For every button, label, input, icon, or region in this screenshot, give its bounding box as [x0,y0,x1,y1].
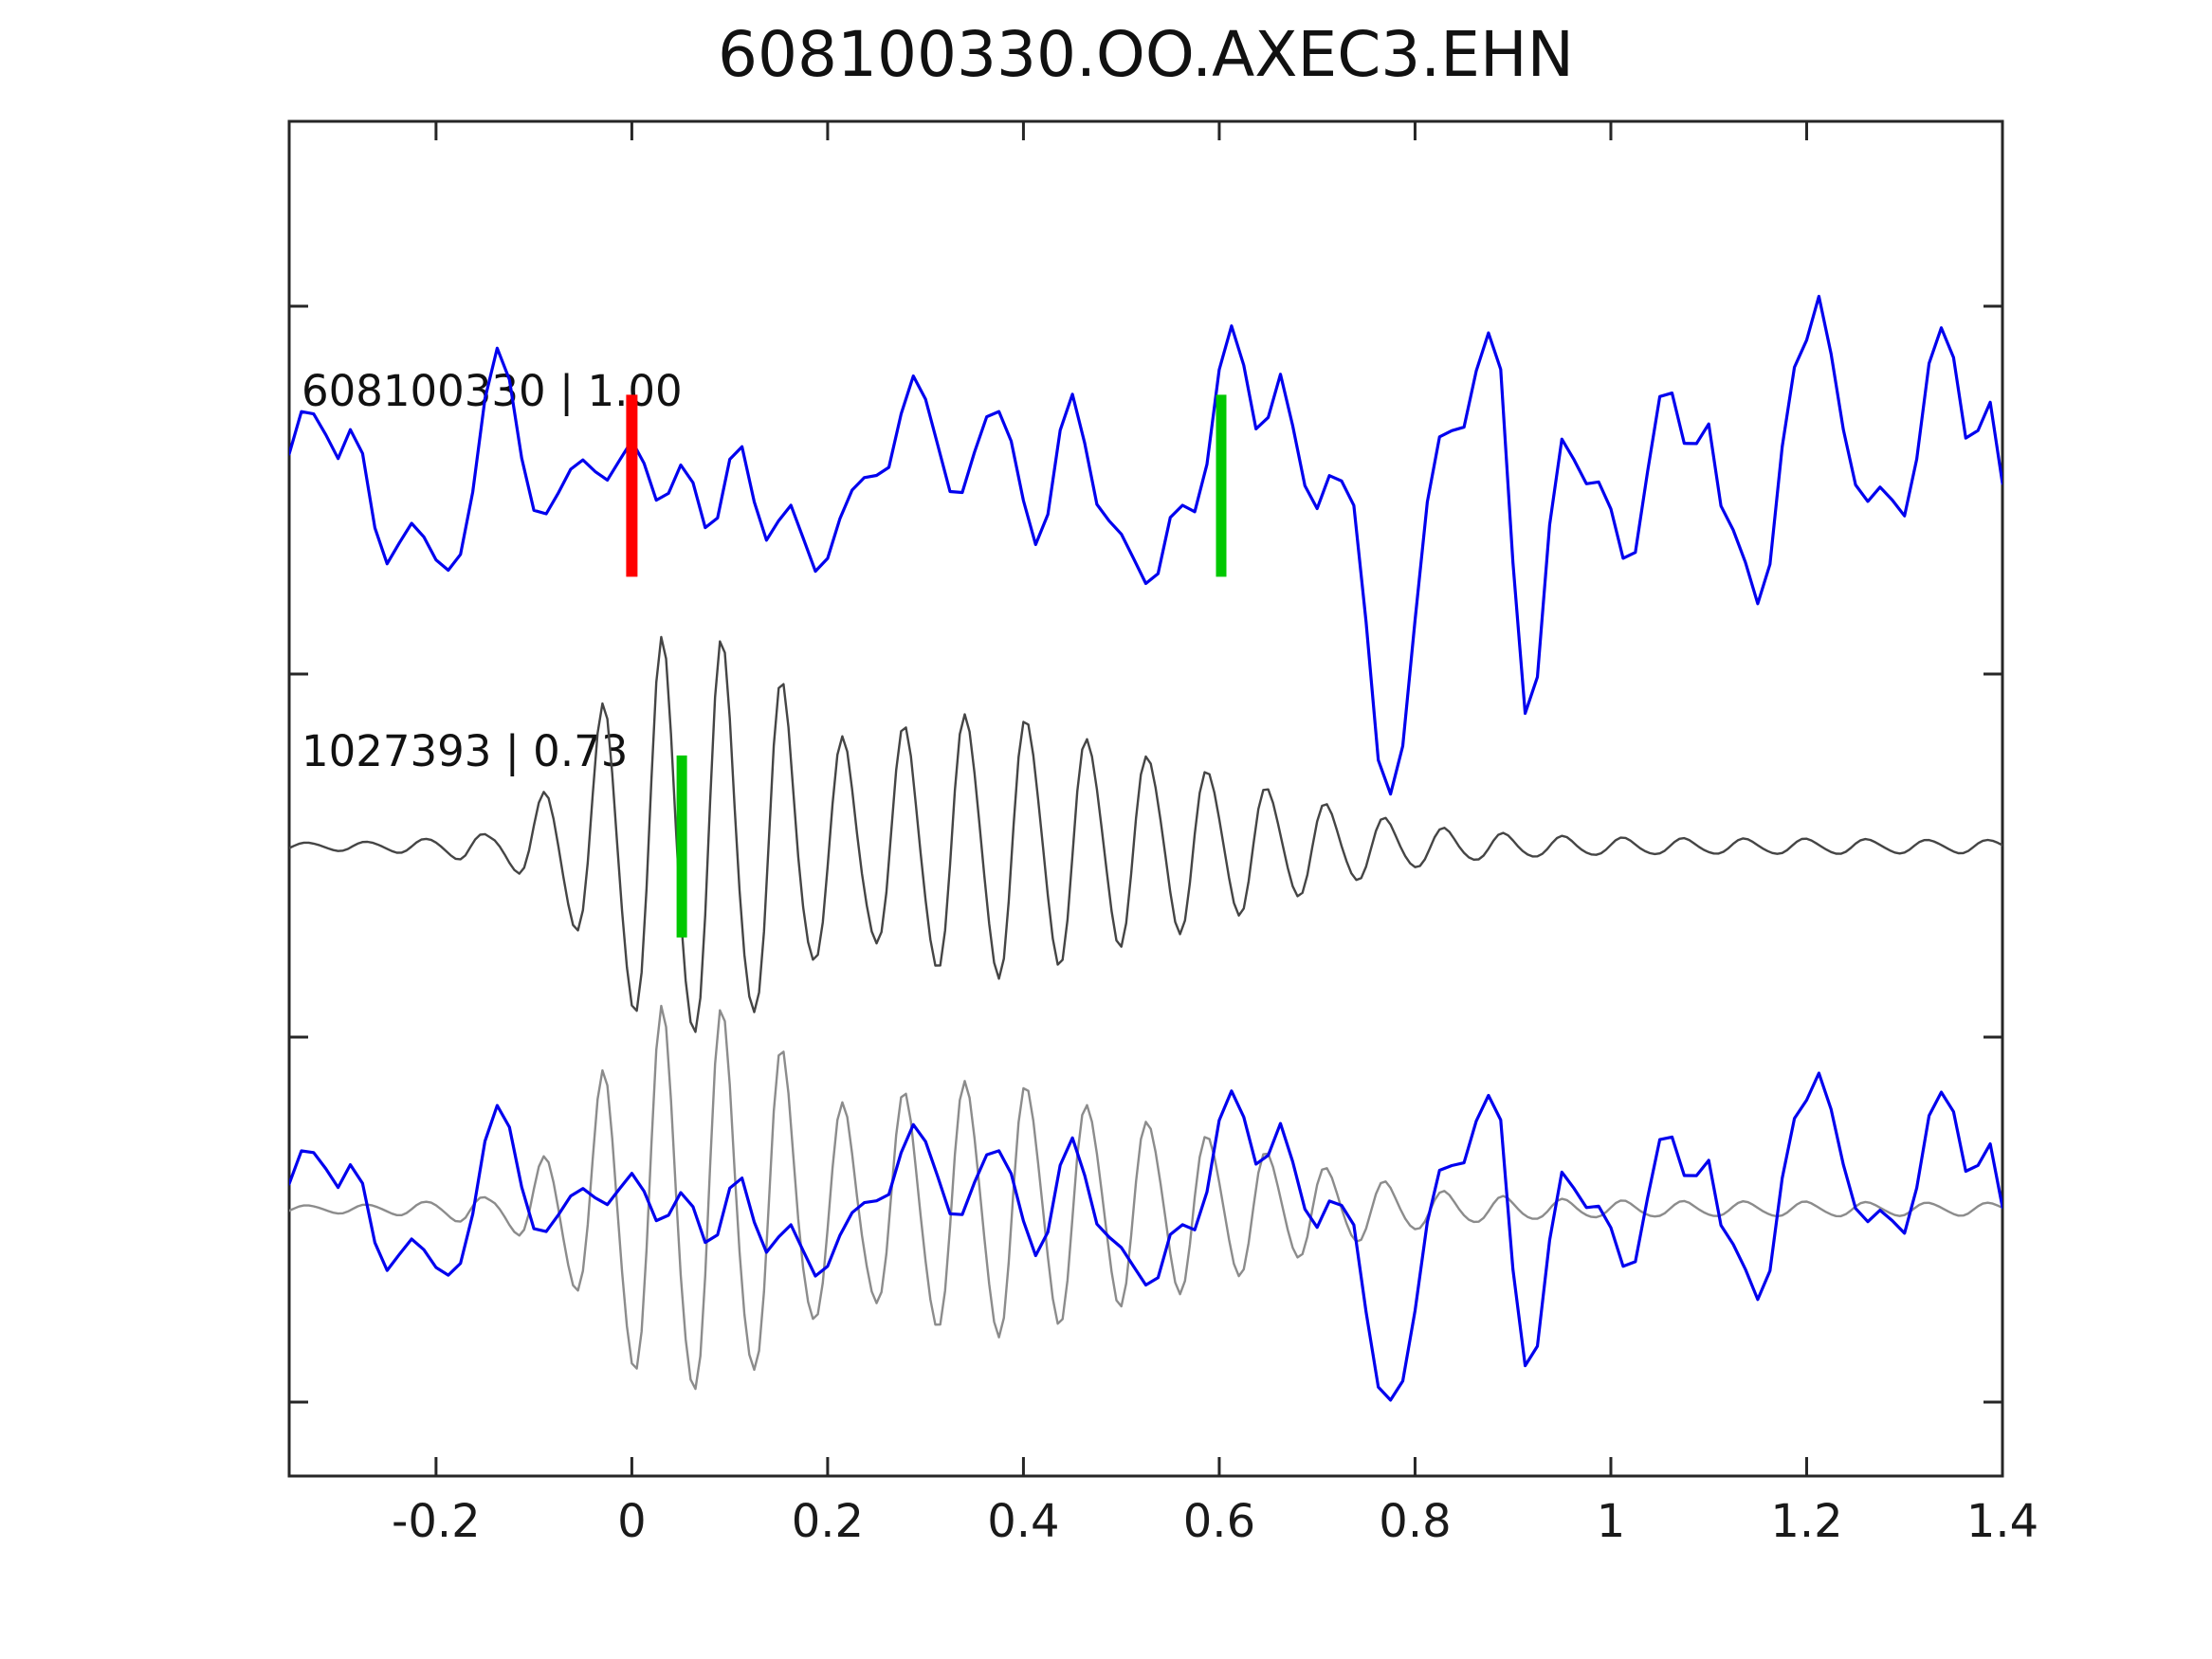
x-tick-label: 0.4 [987,1495,1059,1548]
overlay-trace-template [289,1004,2002,1391]
pick-markers [626,394,1227,938]
x-tick-label: 1.4 [1966,1495,2038,1548]
axis-ticks [289,121,2004,1476]
x-tick-label: 0.6 [1183,1495,1255,1548]
pick-marker-green-template [676,755,687,938]
x-tick-label: -0.2 [392,1495,481,1548]
pick-marker-green-detection [1216,394,1227,577]
detection-trace-label: 608100330 | 1.00 [302,366,683,416]
waveforms [289,295,2002,1402]
x-tick-label: 0.8 [1379,1495,1451,1548]
figure-title: 608100330.OO.AXEC3.EHN [718,18,1574,91]
overlay-trace-detection [289,1071,2002,1402]
x-tick-label: 0.2 [792,1495,864,1548]
x-tick-label: 1.2 [1770,1495,1842,1548]
trace-template [289,635,2002,1033]
x-tick-label: 0 [617,1495,647,1548]
trace-detection [289,295,2002,796]
x-tick-label: 1 [1597,1495,1626,1548]
pick-marker-red [626,394,638,577]
x-tick-labels: -0.2 0 0.2 0.4 0.6 0.8 1 1.2 1.4 [392,1495,2038,1548]
plot-border [287,119,2004,1478]
